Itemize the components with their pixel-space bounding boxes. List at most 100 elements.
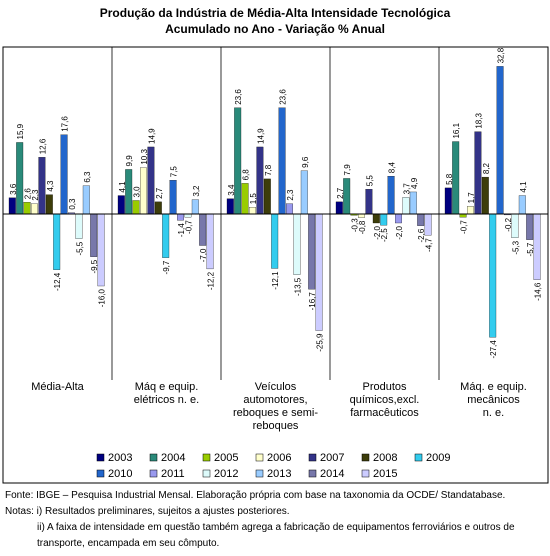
- value-label: -13,5: [293, 277, 302, 296]
- legend-swatch: [308, 469, 317, 478]
- bar: [526, 213, 534, 240]
- value-label: 2,6: [24, 188, 33, 200]
- bar: [249, 207, 256, 215]
- bar: [402, 197, 410, 215]
- value-label: 2,7: [336, 187, 345, 199]
- label-line: reboques e semi-: [233, 407, 318, 419]
- chart-subtitle: Acumulado no Ano - Variação % Anual: [165, 22, 385, 36]
- value-label: 9,9: [125, 155, 134, 167]
- value-label: -5,3: [511, 240, 520, 254]
- legend-label: 2012: [214, 468, 238, 480]
- bar: [293, 213, 301, 275]
- value-label: -27,4: [489, 340, 498, 359]
- bar: [234, 107, 242, 215]
- value-label: 8,2: [482, 162, 491, 174]
- value-label: 6,3: [83, 171, 92, 183]
- bar: [169, 180, 177, 215]
- label-line: Média-Alta: [31, 381, 84, 393]
- label-line: reboques: [253, 420, 299, 432]
- legend-label: 2006: [267, 452, 291, 464]
- bar: [16, 142, 24, 215]
- legend-label: 2010: [108, 468, 132, 480]
- bar: [154, 201, 162, 215]
- legend-label: 2013: [267, 468, 291, 480]
- bar: [315, 213, 323, 331]
- value-label: 4,9: [410, 177, 419, 189]
- bar: [191, 199, 199, 215]
- label-line: n. e.: [483, 407, 504, 419]
- bar: [372, 213, 380, 224]
- legend-swatch: [96, 453, 105, 462]
- value-label: 23,6: [234, 89, 243, 105]
- value-label: -2,0: [395, 225, 404, 239]
- legend-label: 2014: [320, 468, 344, 480]
- label-line: farmacêuticos: [350, 407, 419, 419]
- x-tick-label: Máq. e equip. mecânicos n. e.: [460, 381, 527, 419]
- value-label: -9,7: [162, 260, 171, 274]
- bar: [117, 195, 125, 215]
- value-label: -0,7: [460, 220, 469, 234]
- legend-label: 2008: [373, 452, 397, 464]
- value-label: 1,7: [467, 192, 476, 204]
- legend-label: 2007: [320, 452, 344, 464]
- value-label: 14,9: [256, 128, 265, 144]
- bar: [452, 141, 460, 215]
- bar: [140, 167, 147, 215]
- bar: [97, 213, 105, 287]
- bar: [489, 213, 497, 338]
- bar: [162, 213, 170, 258]
- bar: [358, 213, 365, 218]
- value-label: 15,9: [16, 123, 25, 139]
- bar: [278, 107, 286, 215]
- bar: [286, 203, 293, 215]
- bar: [263, 178, 271, 215]
- bar: [45, 194, 53, 215]
- value-label: 0,3: [68, 198, 77, 210]
- value-label: -7,0: [199, 248, 208, 262]
- legend-swatch: [96, 469, 105, 478]
- value-label: 3,6: [9, 183, 18, 195]
- legend-swatch: [202, 469, 211, 478]
- bar: [226, 198, 234, 215]
- legend-swatch: [202, 453, 211, 462]
- value-label: -0,8: [358, 220, 367, 234]
- label-line: automotores,: [243, 394, 307, 406]
- value-label: 9,6: [301, 156, 310, 168]
- value-label: 1,5: [249, 193, 258, 205]
- bar: [308, 213, 316, 290]
- bar: [31, 203, 38, 215]
- note: Fonte: IBGE – Pesquisa Industrial Mensal…: [5, 490, 506, 501]
- legend-swatch: [361, 469, 370, 478]
- value-label: 8,4: [388, 162, 397, 174]
- bar: [343, 178, 351, 215]
- value-label: -12,2: [207, 271, 216, 290]
- bar: [147, 146, 155, 215]
- bar: [75, 213, 83, 239]
- value-label: -9,5: [90, 259, 99, 273]
- bar: [444, 187, 452, 215]
- value-label: 16,1: [452, 122, 461, 138]
- value-label: 3,2: [192, 185, 201, 197]
- value-label: -16,0: [98, 288, 107, 307]
- value-label: 2,3: [31, 189, 40, 201]
- value-label: -0,3: [351, 218, 360, 232]
- chart-frame: [2, 46, 549, 484]
- bar: [395, 213, 402, 224]
- value-label: -25,9: [316, 333, 325, 352]
- bar: [125, 169, 133, 215]
- value-label: 4,3: [46, 180, 55, 192]
- bar: [82, 185, 90, 215]
- bar: [365, 189, 373, 215]
- value-label: 12,6: [38, 138, 47, 154]
- bar: [177, 213, 184, 221]
- legend-swatch: [255, 469, 264, 478]
- value-label: -0,7: [184, 220, 193, 234]
- label-line: Veículos: [255, 381, 297, 393]
- value-label: -12,1: [271, 271, 280, 290]
- label-line: Máq e equip.: [135, 381, 199, 393]
- note: Notas: i) Resultados preliminares, sujei…: [5, 506, 290, 517]
- legend-label: 2005: [214, 452, 238, 464]
- value-label: -2,0: [373, 225, 382, 239]
- x-tick-label: Média-Alta: [31, 381, 84, 393]
- bar: [199, 213, 207, 246]
